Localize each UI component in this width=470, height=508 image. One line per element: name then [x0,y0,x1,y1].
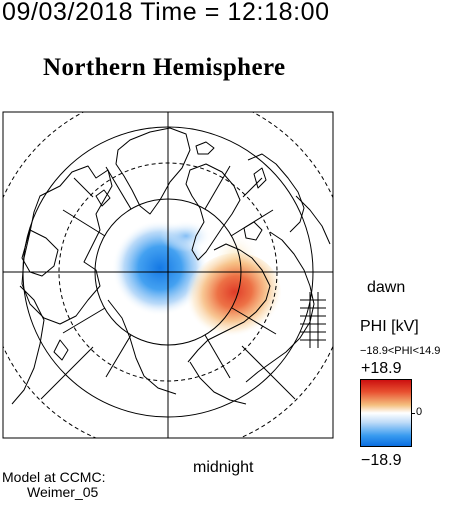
coastline-greenland [115,127,191,215]
coastline-pacific-rim [189,361,247,405]
coastline-europe-scandinavia [185,163,241,261]
coastline-alaska [107,299,177,395]
coastline-hudson-bay [21,229,59,277]
map-frame [2,111,334,439]
coastline-uk [253,167,267,189]
coastline-island [95,189,111,207]
midnight-label: midnight [193,459,254,476]
model-label: Model at CCMC: [2,469,106,485]
model-name: Weimer_05 [27,484,99,500]
meridian-line [242,177,263,198]
colorbar [360,379,412,447]
colorbar-min-label: −18.9 [361,452,402,469]
colorbar-title: PHI [kV] [360,318,419,335]
meridian-line [204,165,231,210]
grid-ladder [300,292,326,348]
coastline-iceland [195,141,215,155]
colorbar-max-label: +18.9 [361,360,402,377]
map-title: Northern Hemisphere [43,54,286,81]
meridian-line [231,307,277,335]
meridian-line [204,334,231,379]
colorbar-range: −18.9<PHI<14.9 [360,345,441,357]
coastline-asia-east [245,231,315,383]
meridian-line [40,346,94,400]
coastline-asia-north [295,195,331,245]
coastline-arctic-islands [243,221,263,241]
meridian-line [241,345,296,400]
meridian-line [62,209,106,237]
meridian-line [73,177,94,198]
datetime-header: 09/03/2018 Time = 12:18:00 [2,0,330,26]
colorbar-zero-tick [411,413,415,414]
dawn-label: dawn [367,279,406,296]
negative-potential-cell-secondary [160,220,212,252]
coastline-canadian-arctic [21,165,113,325]
coastline-north-america-east [11,285,45,405]
meridian-line [105,166,132,210]
colorbar-zero-label: 0 [416,406,423,418]
coastline-europe-west [247,153,305,233]
meridian-line [62,307,106,334]
meridian-line [105,334,132,378]
coastline-island [53,339,69,361]
positive-potential-cell [183,252,281,344]
coastline-siberia [187,243,271,363]
